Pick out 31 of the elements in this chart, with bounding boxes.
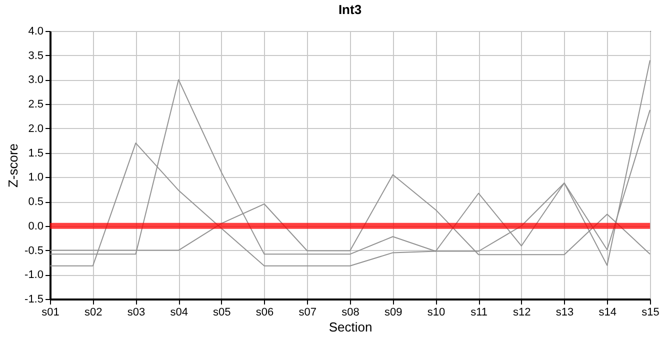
x-tick-label: s01 xyxy=(42,306,60,318)
x-tick-label: s14 xyxy=(598,306,617,318)
x-tick-label: s06 xyxy=(256,306,274,318)
x-tick-label: s03 xyxy=(127,306,146,318)
y-tick-label: 0.5 xyxy=(28,196,44,208)
x-tick-label: s10 xyxy=(427,306,446,318)
line-series xyxy=(50,60,650,266)
x-tick-label: s05 xyxy=(213,306,231,318)
x-tick-label: s02 xyxy=(84,306,102,318)
y-tick-label: 3.5 xyxy=(28,50,44,62)
y-tick-label: 0.0 xyxy=(28,220,44,232)
x-axis-title: Section xyxy=(328,320,372,334)
y-tick-label: 1.5 xyxy=(28,147,44,160)
x-tick-label: s08 xyxy=(342,306,360,318)
x-tick-label: s11 xyxy=(470,306,488,318)
y-axis-title: Z-score xyxy=(6,143,21,188)
y-tick-label: 2.0 xyxy=(28,122,44,135)
chart-title: Int3 xyxy=(338,2,362,17)
y-tick-label: 4.0 xyxy=(28,26,44,38)
x-tick-label: s12 xyxy=(513,306,531,318)
x-tick-label: s04 xyxy=(170,306,188,318)
y-tick-label: -1.0 xyxy=(24,269,44,282)
y-tick-label: -1.5 xyxy=(24,294,44,306)
x-tick-label: s07 xyxy=(298,306,317,318)
y-tick-label: 3.0 xyxy=(28,74,44,86)
y-tick-label: 1.0 xyxy=(28,172,44,184)
y-tick-label: -0.5 xyxy=(24,244,44,257)
y-tick-label: 2.5 xyxy=(28,98,44,111)
x-tick-label: s09 xyxy=(384,306,402,318)
x-tick-label: s13 xyxy=(556,306,574,318)
x-tick-label: s15 xyxy=(642,306,660,318)
